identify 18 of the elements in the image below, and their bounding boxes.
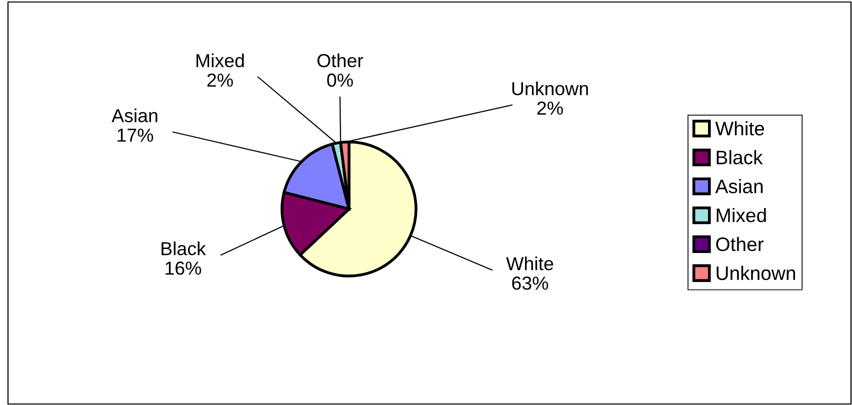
legend-label: Mixed xyxy=(716,208,766,222)
text: 0% xyxy=(327,74,353,87)
slice-label: Mixed xyxy=(196,54,244,68)
data-label: 17% xyxy=(118,128,154,142)
legend-label: Black xyxy=(716,150,763,164)
legend-label: Asian xyxy=(715,179,763,194)
slice-label: Asian xyxy=(112,108,158,122)
slice-label: White xyxy=(506,256,554,270)
data-label: 2% xyxy=(537,102,563,115)
legend-label: White xyxy=(715,121,764,136)
data-label: 63% xyxy=(512,276,548,290)
data-label: 16% xyxy=(166,262,202,275)
slice-label: Unknown xyxy=(512,82,588,96)
category-label: Other xyxy=(317,54,364,68)
legend-label: Unknown xyxy=(716,266,796,280)
slice-label: Black xyxy=(162,242,206,256)
legend-label: Other xyxy=(716,236,764,252)
data-label: 2% xyxy=(207,74,233,87)
